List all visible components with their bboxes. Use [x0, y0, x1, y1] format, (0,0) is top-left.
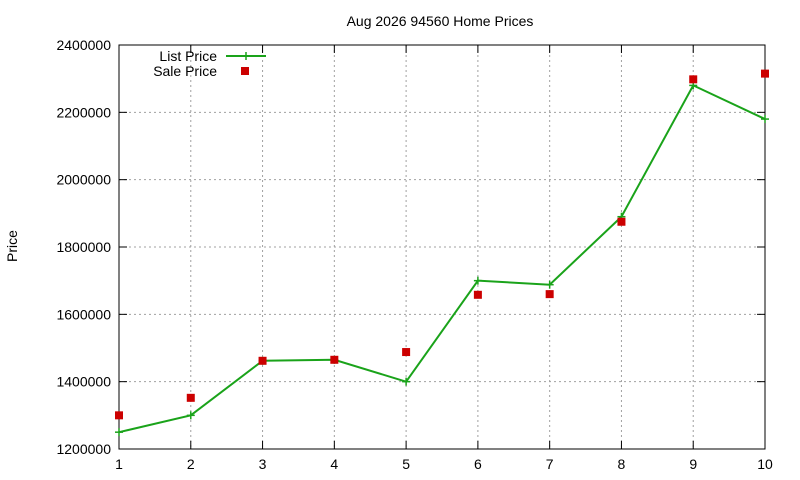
x-tick-label: 7 [546, 456, 554, 472]
data-point-sale-price [186, 393, 195, 402]
y-tick-label: 1600000 [56, 306, 111, 322]
y-tick-label: 2400000 [56, 37, 111, 53]
data-point-sale-price [617, 217, 626, 226]
data-point-sale-price [689, 75, 698, 84]
data-point-sale-price [258, 356, 267, 365]
data-point-list-price [761, 115, 769, 124]
data-point-sale-price [545, 290, 554, 299]
series-line-list-price [118, 84, 766, 434]
legend: List Price Sale Price [153, 48, 266, 79]
y-tick-label: 2000000 [56, 172, 111, 188]
data-point-list-price [115, 428, 123, 437]
data-point-sale-price [330, 355, 339, 364]
x-tick-label: 6 [474, 456, 482, 472]
x-tick-label: 3 [259, 456, 267, 472]
axes [118, 44, 766, 450]
legend-marker-sale-price [241, 67, 249, 75]
x-tick-label: 4 [330, 456, 338, 472]
y-tick-label: 2200000 [56, 104, 111, 120]
x-tick-label: 5 [402, 456, 410, 472]
chart-title: Aug 2026 94560 Home Prices [347, 13, 534, 29]
data-point-sale-price [761, 69, 769, 78]
plot-area [115, 69, 769, 437]
x-tick-label: 1 [115, 456, 123, 472]
x-tick-label: 8 [618, 456, 626, 472]
plot-frame [118, 44, 766, 450]
data-point-list-price [545, 280, 554, 289]
data-point-list-price [473, 276, 482, 285]
tick-labels: 1200000 1400000 1600000 1800000 2000000 22000… [56, 37, 773, 472]
y-tick-label: 1800000 [56, 239, 111, 255]
data-point-list-price [186, 411, 195, 420]
legend-label-list-price: List Price [159, 48, 217, 64]
y-axis-label: Price [4, 230, 20, 262]
legend-label-sale-price: Sale Price [153, 63, 217, 79]
y-tick-label: 1200000 [56, 441, 111, 457]
x-tick-label: 10 [757, 456, 773, 472]
data-point-sale-price [402, 348, 411, 357]
data-point-sale-price [115, 411, 123, 420]
data-point-list-price [402, 377, 411, 386]
y-tick-label: 1400000 [56, 374, 111, 390]
grid-lines [119, 45, 765, 449]
x-tick-label: 2 [187, 456, 195, 472]
data-point-sale-price [473, 290, 482, 299]
x-tick-label: 9 [689, 456, 697, 472]
